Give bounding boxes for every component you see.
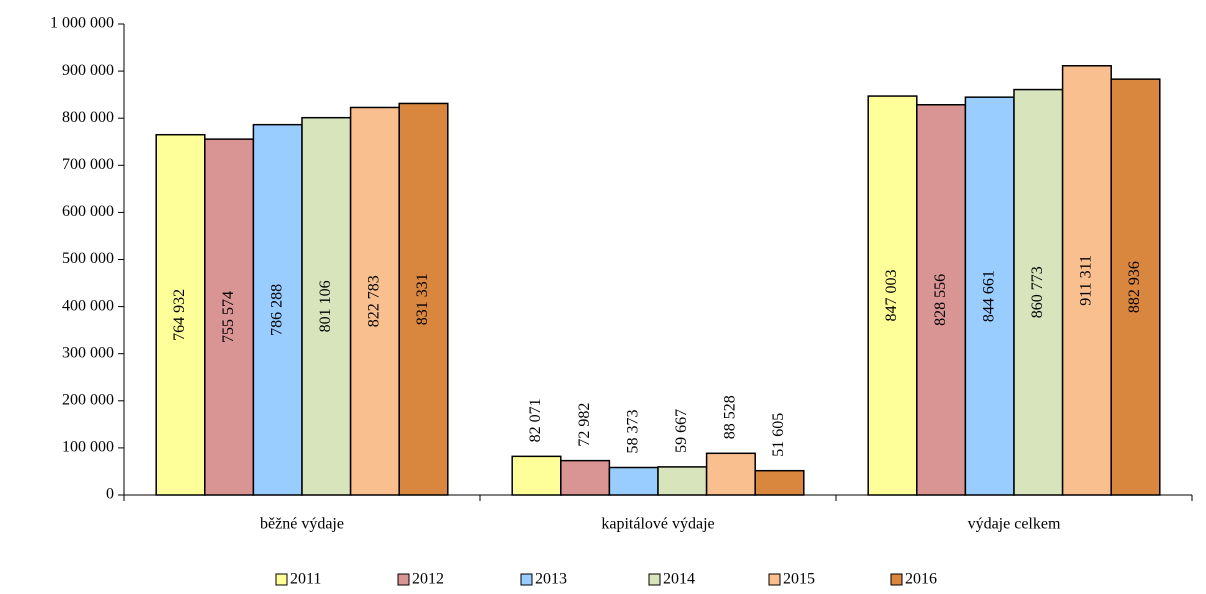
bar [1061, 65, 1112, 496]
value-label: 847 003 [883, 270, 900, 322]
legend-label: 2016 [905, 571, 937, 588]
value-label: 911 311 [1078, 255, 1095, 306]
legend-label: 2013 [535, 571, 567, 588]
y-tick-label: 500 000 [62, 250, 114, 267]
bar [657, 466, 708, 496]
value-label: 801 106 [317, 280, 334, 332]
value-label: 882 936 [1126, 261, 1143, 313]
legend-label: 2012 [412, 571, 444, 588]
bar [511, 455, 562, 496]
legend-label: 2014 [663, 571, 695, 588]
value-label: 844 661 [980, 270, 997, 322]
bar [252, 123, 303, 496]
legend-swatch [397, 573, 410, 586]
value-label: 59 667 [673, 409, 690, 453]
legend-swatch [648, 573, 661, 586]
value-label: 828 556 [932, 274, 949, 326]
x-tick-label: běžné výdaje [260, 516, 344, 533]
y-tick-label: 100 000 [62, 439, 114, 456]
bar [204, 138, 255, 496]
legend-swatch [768, 573, 781, 586]
bar [560, 459, 611, 496]
bar [916, 104, 967, 496]
value-label: 51 605 [770, 413, 787, 457]
y-tick-label: 1 000 000 [50, 15, 114, 32]
bar [705, 452, 756, 496]
y-tick-label: 0 [106, 486, 114, 503]
y-tick-label: 800 000 [62, 109, 114, 126]
x-tick-label: výdaje celkem [968, 516, 1061, 533]
legend-label: 2015 [783, 571, 815, 588]
legend-swatch [275, 573, 288, 586]
legend-swatch [520, 573, 533, 586]
legend-swatch [890, 573, 903, 586]
value-label: 82 071 [527, 398, 544, 442]
legend-label: 2011 [290, 571, 321, 588]
y-tick-label: 700 000 [62, 156, 114, 173]
bar [1013, 88, 1064, 496]
value-label: 860 773 [1029, 266, 1046, 318]
y-tick-label: 600 000 [62, 203, 114, 220]
bar [398, 102, 449, 496]
bar [964, 96, 1015, 496]
value-label: 58 373 [624, 410, 641, 454]
bar [867, 95, 918, 496]
bar [608, 466, 659, 496]
y-tick-label: 900 000 [62, 62, 114, 79]
y-tick-label: 400 000 [62, 297, 114, 314]
y-tick-label: 300 000 [62, 344, 114, 361]
value-label: 831 331 [414, 273, 431, 325]
value-label: 755 574 [220, 291, 237, 343]
bar [754, 469, 805, 496]
y-tick-label: 200 000 [62, 391, 114, 408]
bar [155, 133, 206, 496]
value-label: 822 783 [366, 275, 383, 327]
x-tick-label: kapitálové výdaje [601, 516, 714, 533]
value-label: 764 932 [171, 289, 188, 341]
value-label: 72 982 [576, 403, 593, 447]
bar [1110, 78, 1161, 496]
value-label: 88 528 [722, 395, 739, 439]
value-label: 786 288 [268, 284, 285, 336]
